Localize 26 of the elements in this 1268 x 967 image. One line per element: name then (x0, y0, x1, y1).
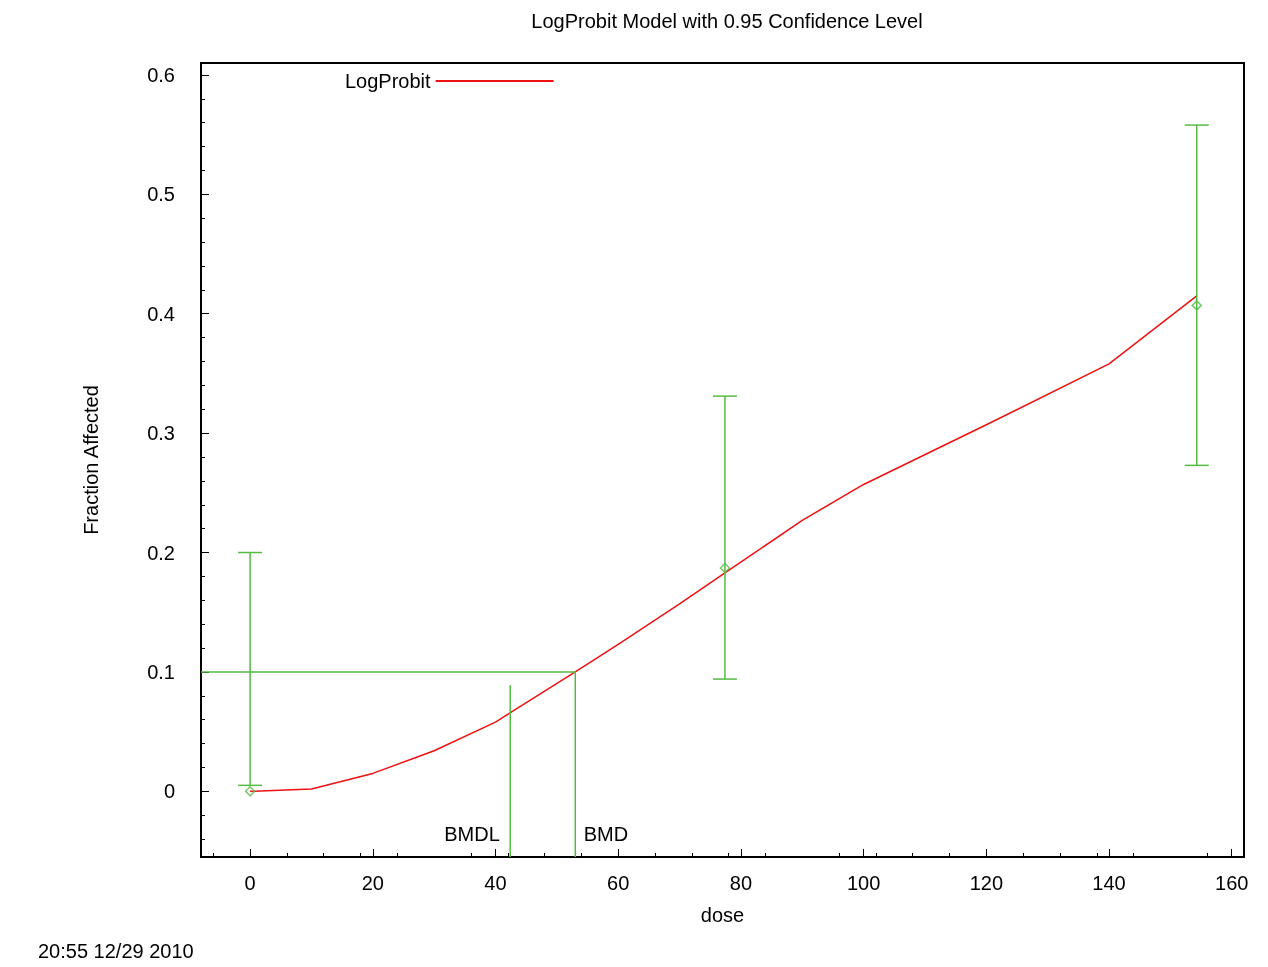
text: LogProbit (344, 70, 432, 92)
point (719, 562, 731, 574)
x-tick-label: 40 (484, 872, 507, 894)
y-tick-label: 0.1 (147, 660, 175, 683)
annotation: BMDL (444, 823, 500, 845)
x-tick-label: 80 (729, 872, 753, 894)
y-tick-label: 0.2 (147, 541, 175, 564)
x-tick-label: 20 (361, 872, 384, 894)
chart-title: LogProbit Model with 0.95 Confidence Level (531, 10, 923, 32)
x-tick-label: 140 (1092, 872, 1126, 894)
text: 20:55 12/29 2010 (38, 940, 194, 962)
x-tick-label: 120 (969, 872, 1004, 894)
x-tick-label: 100 (846, 872, 881, 894)
annotation: BMD (583, 823, 629, 845)
x-tick-label: 60 (607, 872, 630, 894)
x-tick-label: 0 (244, 872, 256, 894)
y-tick-label: 0.4 (147, 302, 175, 325)
point (244, 786, 256, 797)
y-tick-label: 0.5 (147, 183, 175, 206)
y-tick-label: 0.6 (147, 63, 175, 86)
point (1191, 300, 1203, 311)
y-tick-label: 0 (163, 780, 175, 803)
y-axis-title: Fraction Affected (80, 385, 102, 535)
y-tick-label: 0.3 (147, 422, 175, 445)
x-tick-label: 160 (1215, 872, 1249, 894)
x-axis-title: dose (700, 904, 745, 926)
